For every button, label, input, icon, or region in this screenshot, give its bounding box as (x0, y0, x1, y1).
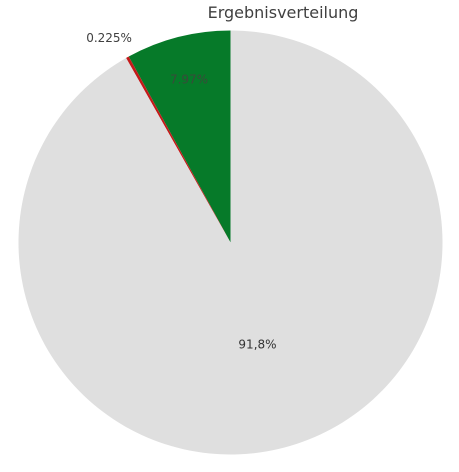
pie-slice-gruen (128, 30, 231, 243)
slice-label-gruen: 7.97% (170, 73, 208, 87)
pie-slice-grau (18, 30, 443, 455)
slice-label-rot: 0.225% (86, 31, 132, 45)
labels-group: 7.97% 0.225% 91,8% (86, 31, 276, 351)
chart-title: Ergebnisverteilung (208, 3, 359, 22)
slice-label-grau: 91,8% (238, 338, 276, 352)
slices-group (18, 30, 443, 455)
pie-slice-rot (126, 56, 231, 243)
